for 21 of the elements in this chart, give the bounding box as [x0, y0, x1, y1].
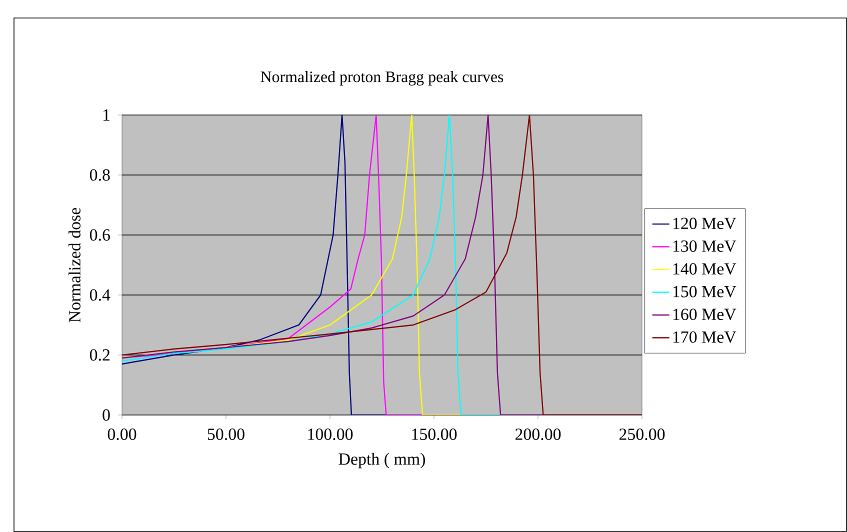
y-tick-label: 0.6 [90, 229, 110, 241]
y-tick-label: 0.8 [90, 169, 110, 181]
legend-label: 130 MeV [673, 240, 736, 252]
legend-label: 140 MeV [673, 263, 736, 275]
x-tick-label: 250.00 [619, 428, 665, 440]
legend-label: 150 MeV [673, 286, 736, 298]
legend-label: 160 MeV [673, 308, 736, 320]
x-tick-label: 100.00 [308, 428, 353, 440]
legend-label: 120 MeV [673, 218, 736, 230]
y-tick-label: 0.2 [90, 349, 110, 361]
x-axis-title: Depth ( mm) [338, 452, 425, 468]
chart-title: Normalized proton Bragg peak curves [260, 70, 504, 86]
x-tick-label: 50.00 [208, 428, 244, 440]
y-tick-label: 0.4 [90, 289, 110, 301]
x-tick-label: 200.00 [515, 428, 561, 440]
y-tick-label: 0 [102, 409, 110, 421]
y-tick-label: 1 [103, 109, 110, 121]
legend-label: 170 MeV [673, 331, 736, 343]
x-tick-label: 0.00 [108, 428, 136, 440]
x-tick-label: 150.00 [412, 428, 457, 440]
y-axis-title: Normalized dose [68, 208, 80, 322]
